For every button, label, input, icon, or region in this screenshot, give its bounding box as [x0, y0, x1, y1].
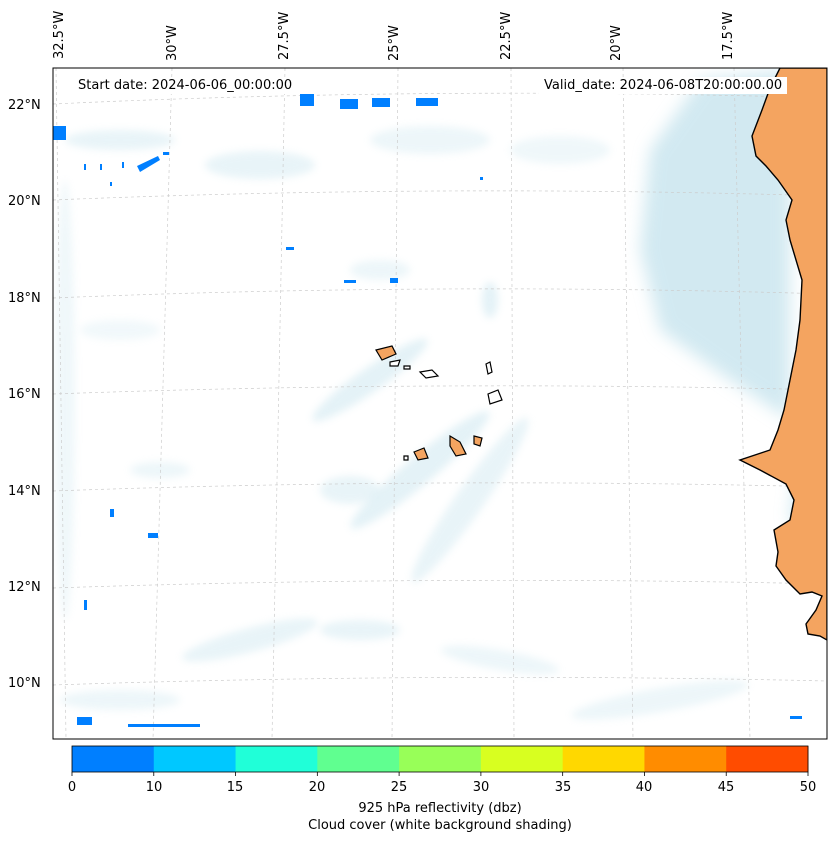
- reflectivity-patches: [53, 94, 802, 727]
- lat-label-14n: 14°N: [8, 484, 41, 499]
- lat-label-22n: 22°N: [8, 98, 41, 113]
- colorbar-tick-15: 15: [226, 780, 244, 795]
- colorbar-tick-20: 20: [308, 780, 326, 795]
- colorbar-tick-0: 0: [67, 780, 77, 795]
- colorbar: [71, 746, 809, 776]
- colorbar-tick-45: 45: [717, 780, 735, 795]
- valid-date-label: Valid_date: 2024-06-08T20:00:00.00: [539, 77, 788, 94]
- start-date-label: Start date: 2024-06-06_00:00:00: [73, 77, 298, 94]
- colorbar-tick-35: 35: [554, 780, 572, 795]
- colorbar-tick-50: 50: [799, 780, 817, 795]
- lon-label-25w: 25°W: [387, 25, 402, 61]
- lon-label-32-5w: 32.5°W: [52, 10, 67, 59]
- lat-label-12n: 12°N: [8, 580, 41, 595]
- colorbar-label-cloud-cover: Cloud cover (white background shading): [308, 818, 572, 833]
- colorbar-segment-1: [153, 746, 237, 772]
- colorbar-segment-4: [399, 746, 482, 772]
- map-area: [53, 68, 827, 739]
- lat-label-16n: 16°N: [8, 387, 41, 402]
- colorbar-segment-8: [726, 746, 809, 772]
- map-frame: [52, 67, 828, 740]
- lat-label-10n: 10°N: [8, 676, 41, 691]
- colorbar-segment-2: [235, 746, 318, 772]
- africa-landmass: [738, 68, 827, 641]
- lat-label-18n: 18°N: [8, 291, 41, 306]
- graticule: [53, 68, 827, 739]
- colorbar-segment-0: [72, 746, 155, 772]
- colorbar-segment-6: [562, 746, 645, 772]
- colorbar-tick-10: 10: [145, 780, 163, 795]
- colorbar-label-reflectivity: 925 hPa reflectivity (dbz): [358, 801, 522, 816]
- colorbar-frame: [71, 745, 809, 773]
- lon-label-20w: 20°W: [609, 25, 624, 61]
- colorbar-segment-7: [644, 746, 727, 772]
- colorbar-tick-25: 25: [390, 780, 408, 795]
- lon-label-27-5w: 27.5°W: [277, 11, 292, 60]
- lat-label-20n: 20°N: [8, 194, 41, 209]
- cape-verde-islands: [375, 345, 503, 461]
- lon-label-17-5w: 17.5°W: [721, 11, 736, 60]
- colorbar-segment-3: [317, 746, 400, 772]
- colorbar-tick-40: 40: [635, 780, 653, 795]
- lon-label-22-5w: 22.5°W: [499, 11, 514, 60]
- colorbar-tick-30: 30: [472, 780, 490, 795]
- lon-label-30w: 30°W: [165, 25, 180, 61]
- colorbar-segment-5: [480, 746, 564, 772]
